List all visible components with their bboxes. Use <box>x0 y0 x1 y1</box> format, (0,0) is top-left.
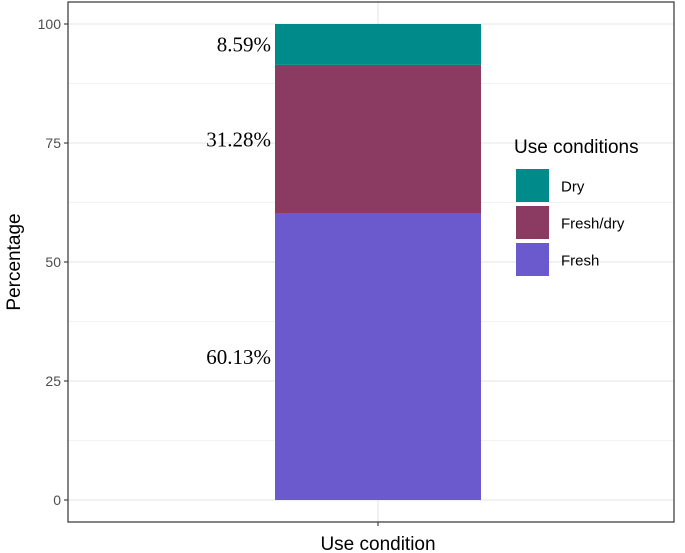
data-labels: 60.13% 31.28% 8.59% <box>206 32 271 368</box>
legend: Use conditions Dry Fresh/dry Fresh <box>514 137 639 276</box>
y-tick-label: 0 <box>53 492 61 508</box>
data-label-fresh: 60.13% <box>206 345 271 369</box>
y-tick-label: 25 <box>45 373 61 389</box>
legend-key-fresh <box>516 243 549 276</box>
legend-label-fresh-dry: Fresh/dry <box>561 216 625 233</box>
bar-segment-fresh <box>275 213 481 501</box>
legend-label-fresh: Fresh <box>561 253 599 270</box>
y-tick-label: 100 <box>38 16 62 32</box>
legend-key-fresh-dry <box>516 206 549 239</box>
legend-title: Use conditions <box>514 137 639 158</box>
x-tick-label: Use condition <box>320 534 435 553</box>
data-label-dry: 8.59% <box>217 32 271 56</box>
bar-stack <box>275 24 481 501</box>
y-tick-label: 75 <box>45 135 61 151</box>
bar-segment-dry <box>275 24 481 65</box>
bar-segment-fresh-dry <box>275 64 481 214</box>
y-axis-title: Percentage <box>4 213 25 310</box>
legend-label-dry: Dry <box>561 179 585 196</box>
y-tick-label: 50 <box>45 254 61 270</box>
data-label-fresh-dry: 31.28% <box>206 127 271 151</box>
x-axis-ticks: Use condition <box>320 522 436 553</box>
legend-key-dry <box>516 169 549 202</box>
y-axis-ticks: 0 25 50 75 100 <box>38 16 68 508</box>
